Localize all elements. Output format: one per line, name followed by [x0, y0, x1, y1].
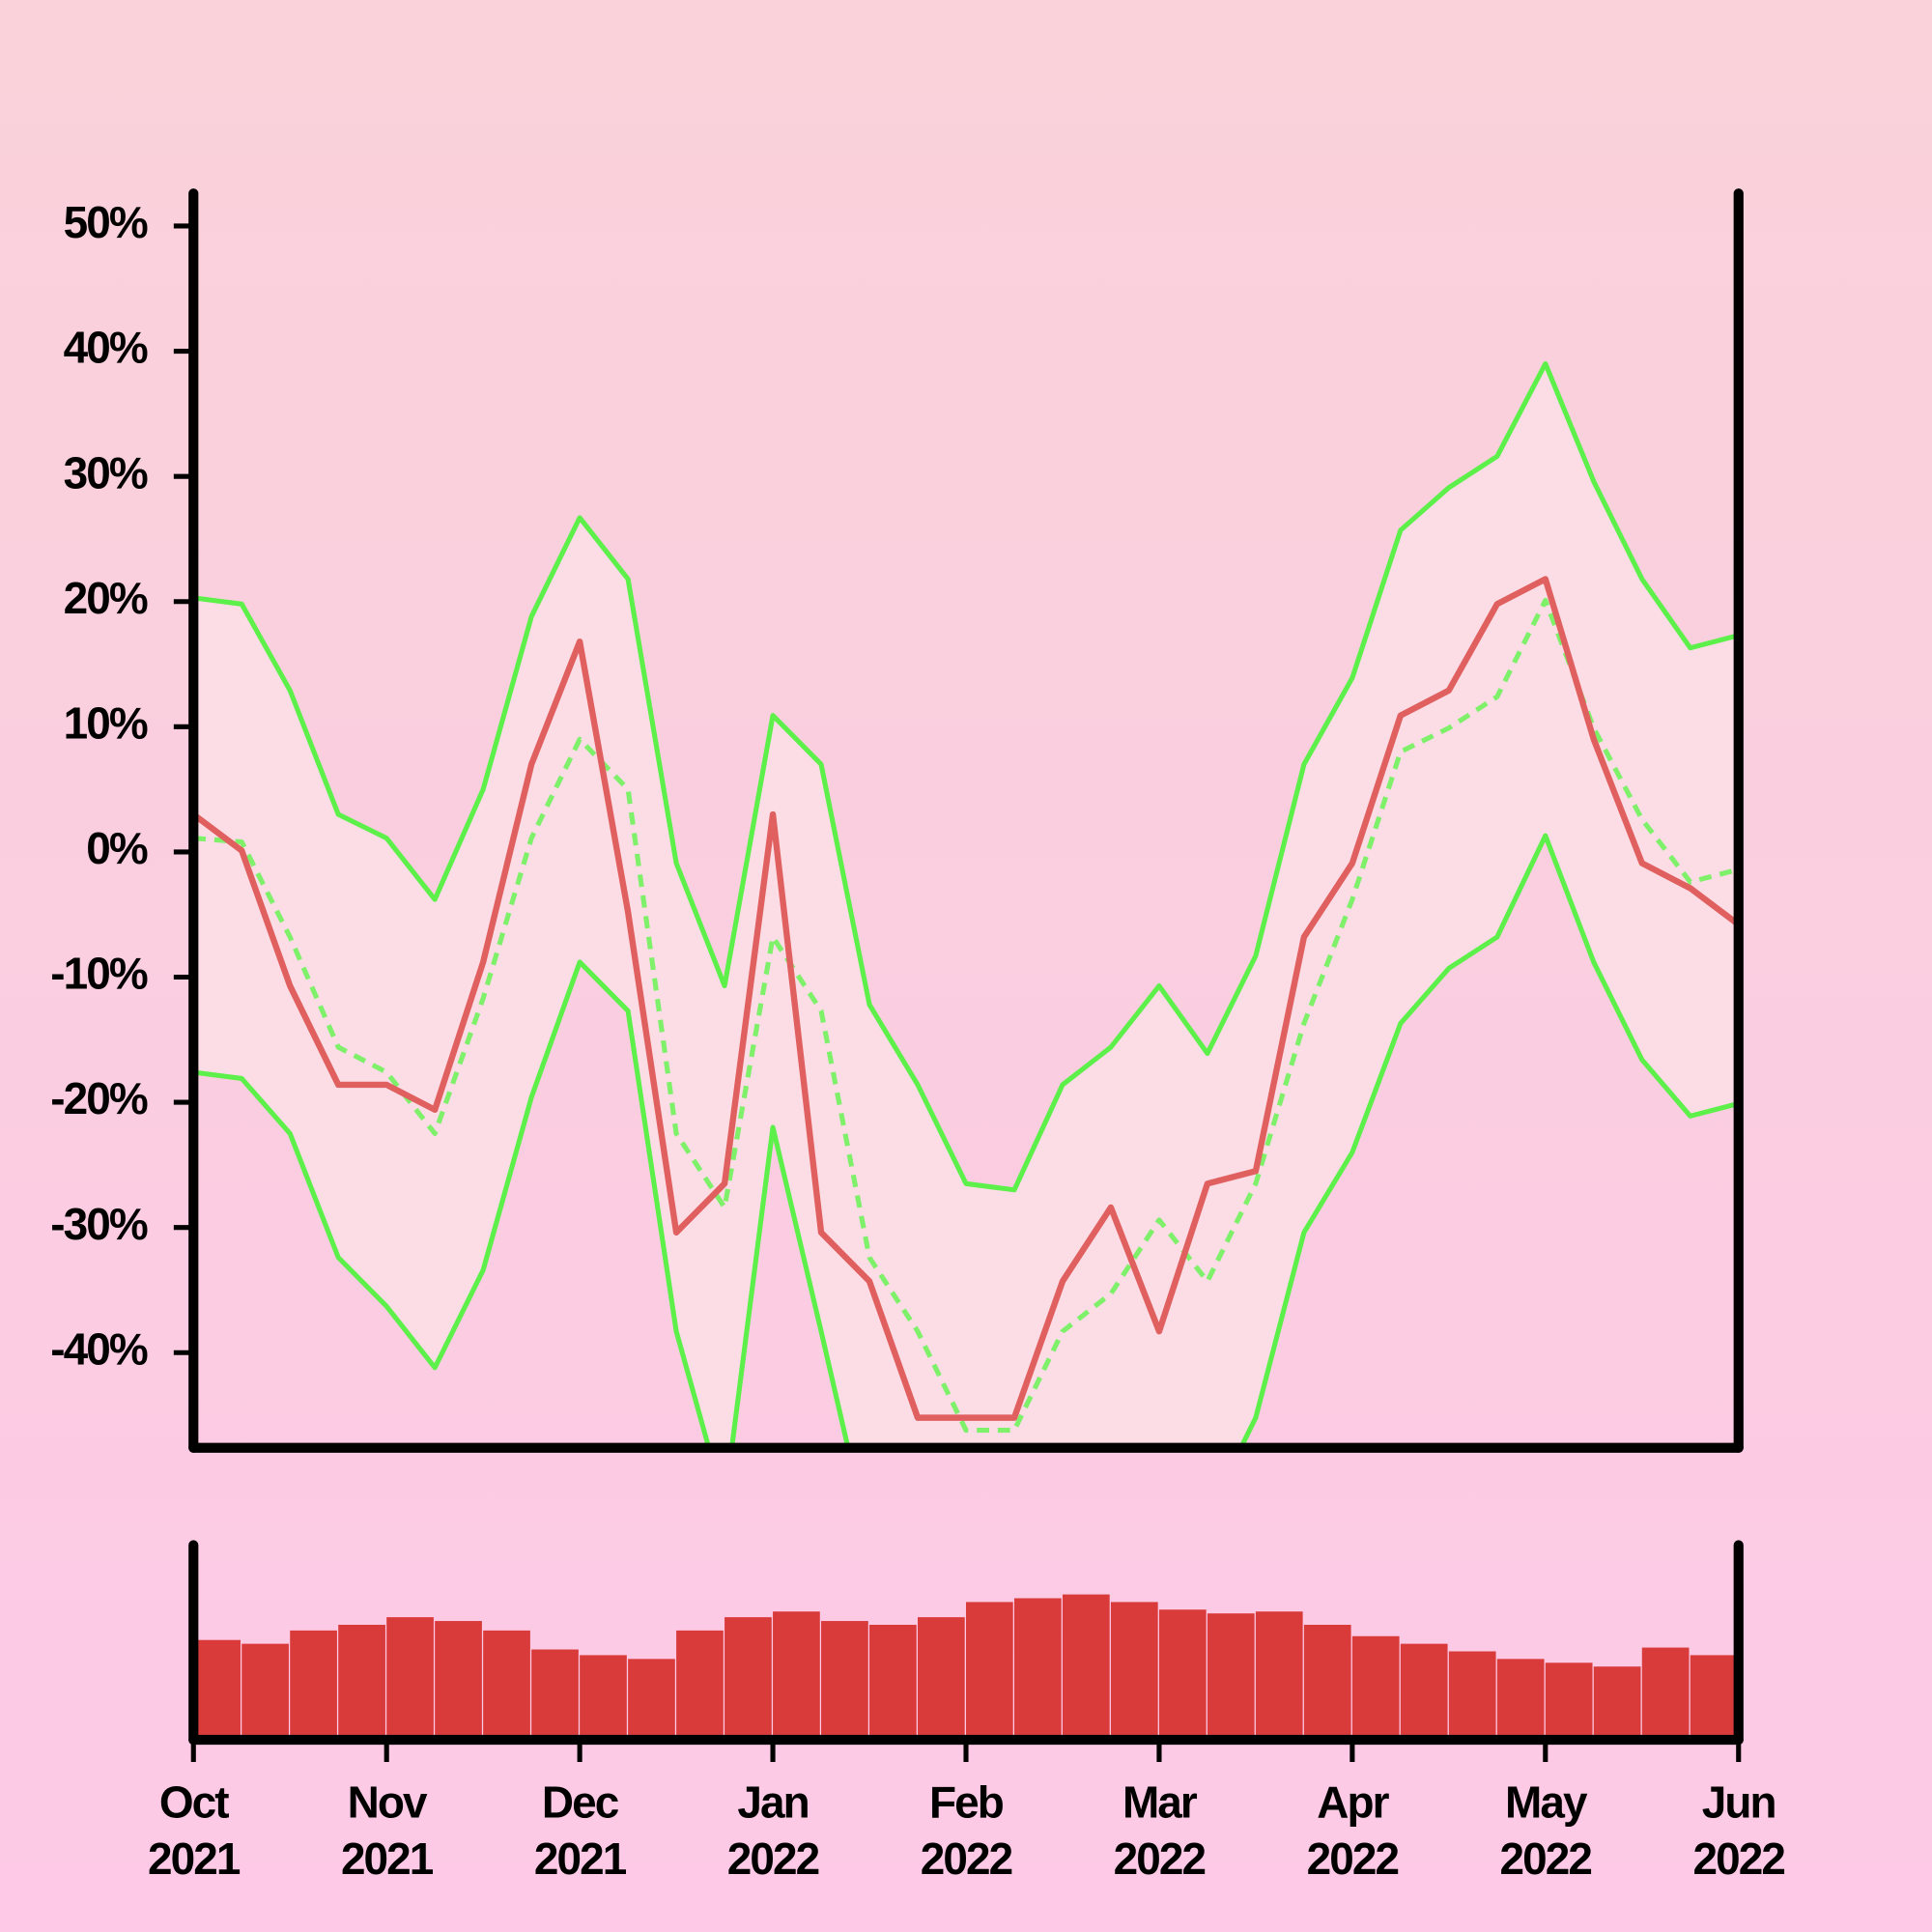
- volume-bar: [918, 1617, 965, 1735]
- volume-bar: [1062, 1594, 1110, 1735]
- volume-bar: [676, 1630, 724, 1735]
- x-tick-label: May 2022: [1499, 1776, 1593, 1885]
- volume-bar: [773, 1611, 820, 1735]
- y-tick-label: 50%: [64, 197, 148, 247]
- x-tick-label: Mar 2022: [1113, 1776, 1207, 1885]
- y-tick-label: 40%: [64, 323, 148, 373]
- volume-bar: [1207, 1613, 1255, 1735]
- volume-bar: [1496, 1659, 1545, 1735]
- x-tick-label: Jun 2022: [1692, 1776, 1785, 1885]
- x-tick-label-box: Mar 2022: [1113, 1776, 1207, 1885]
- volume-bar: [821, 1621, 868, 1735]
- volume-bar: [435, 1621, 482, 1735]
- plot-area: [193, 360, 1739, 1448]
- volume-bar: [1013, 1598, 1062, 1735]
- x-tick-label: Oct 2021: [148, 1776, 241, 1885]
- volume-bar: [386, 1617, 434, 1735]
- x-tick-label-box: Apr 2022: [1306, 1776, 1400, 1885]
- band-line: [193, 360, 1739, 1193]
- volume-bar: [193, 1639, 241, 1735]
- volume-bar: [869, 1624, 917, 1735]
- y-tick-label: -10%: [50, 949, 148, 999]
- x-tick-label-box: Dec 2021: [533, 1776, 627, 1885]
- volume-bar: [1448, 1651, 1496, 1735]
- x-tick-label-box: May 2022: [1499, 1776, 1593, 1885]
- volume-bar: [1158, 1609, 1207, 1735]
- band-line: [193, 833, 1739, 1448]
- y-tick-label: 30%: [64, 447, 148, 497]
- x-tick-label-box: Jan 2022: [726, 1776, 820, 1885]
- volume-bar: [290, 1630, 337, 1735]
- volume-bar: [1545, 1662, 1593, 1735]
- volume-bar: [966, 1602, 1013, 1735]
- volume-bar: [338, 1624, 385, 1735]
- volume-bar: [1690, 1655, 1738, 1735]
- volume-bar: [1351, 1635, 1400, 1735]
- y-tick-label: 10%: [64, 697, 148, 748]
- y-tick-label: 20%: [64, 573, 148, 623]
- y-tick-label: -40%: [50, 1323, 148, 1374]
- x-tick-label: Apr 2022: [1306, 1776, 1400, 1885]
- price-line: [193, 576, 1739, 1421]
- band-line: [193, 597, 1739, 1434]
- x-tick-label-box: Feb 2022: [920, 1776, 1013, 1885]
- volume-bar: [1255, 1611, 1303, 1735]
- volume-bar: [724, 1617, 772, 1735]
- volume-bar: [531, 1649, 579, 1735]
- volume-area: [193, 1594, 1738, 1735]
- x-tick-label: Jan 2022: [726, 1776, 820, 1885]
- y-tick-label: -20%: [50, 1073, 148, 1123]
- volume-bar: [1400, 1643, 1448, 1735]
- volume-bar: [1110, 1602, 1158, 1735]
- volume-bar: [1303, 1624, 1351, 1735]
- volume-bar: [1593, 1666, 1641, 1735]
- x-tick-label-box: Oct 2021: [148, 1776, 241, 1885]
- x-tick-label: Feb 2022: [920, 1776, 1013, 1885]
- y-tick-label: 0%: [86, 823, 148, 873]
- x-tick-label-box: Jun 2022: [1692, 1776, 1785, 1885]
- x-tick-label: Dec 2021: [533, 1776, 627, 1885]
- band-fill: [193, 363, 1739, 1448]
- y-tick-label: -30%: [50, 1199, 148, 1249]
- volume-bar: [580, 1655, 627, 1735]
- volume-bar: [628, 1659, 675, 1735]
- volume-bar: [1641, 1647, 1690, 1735]
- volume-bar: [483, 1630, 530, 1735]
- x-tick-label: Nov 2021: [340, 1776, 434, 1885]
- volume-bar: [242, 1643, 289, 1735]
- x-tick-label-box: Nov 2021: [340, 1776, 434, 1885]
